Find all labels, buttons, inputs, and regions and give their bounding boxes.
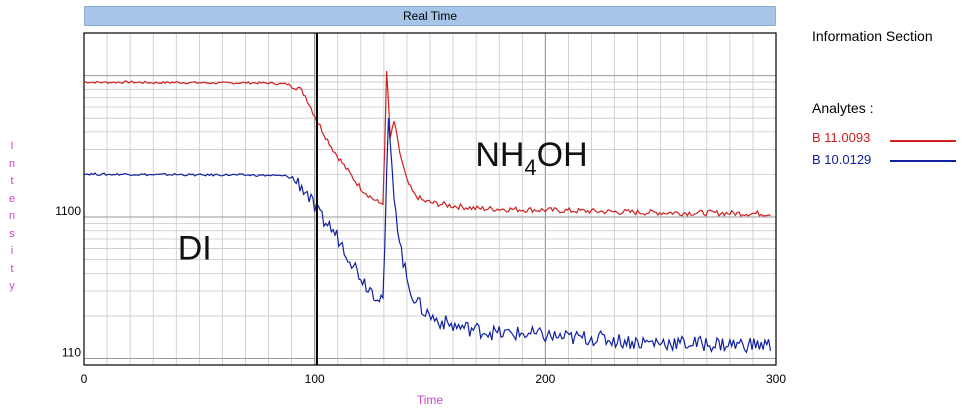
legend-entry-b11[interactable]: B 11.0093: [812, 130, 871, 145]
tick-labels: 0 100 200 300 110 1100: [55, 204, 786, 386]
y-label-letter: t: [10, 175, 14, 187]
legend-line-b11: [890, 140, 956, 142]
information-section-title: Information Section: [812, 28, 933, 44]
y-label-letter: e: [8, 192, 16, 205]
legend-line-b10: [890, 160, 956, 162]
annotation-nh4oh: NH4OH: [475, 136, 587, 180]
x-tick-label: 100: [305, 372, 325, 386]
y-tick-label: 1100: [55, 204, 81, 218]
chart-title: Real Time: [84, 6, 776, 26]
y-label-letter: I: [10, 140, 14, 152]
x-axis-label: Time: [417, 393, 444, 407]
plot-frame: [83, 32, 777, 366]
y-label-letter: s: [9, 227, 15, 240]
y-label-letter: n: [8, 157, 16, 170]
series-layer: [83, 70, 772, 354]
analytes-label: Analytes :: [812, 100, 874, 116]
legend-entry-b10[interactable]: B 10.0129: [812, 152, 872, 167]
grid: [84, 32, 776, 366]
x-tick-label: 300: [766, 372, 786, 386]
series-line-b10: [83, 118, 772, 354]
y-label-letter: i: [10, 245, 14, 257]
y-label-letter: n: [8, 210, 16, 222]
series-line-b11: [83, 70, 771, 218]
y-tick-label: 110: [62, 346, 81, 360]
y-label-letter: t: [10, 262, 14, 275]
annotation-di: DI: [178, 230, 212, 268]
x-tick-label: 200: [535, 372, 555, 386]
annotations: DI NH4OH: [178, 136, 588, 268]
x-tick-label: 0: [81, 372, 88, 386]
y-label-letter: y: [9, 280, 15, 292]
